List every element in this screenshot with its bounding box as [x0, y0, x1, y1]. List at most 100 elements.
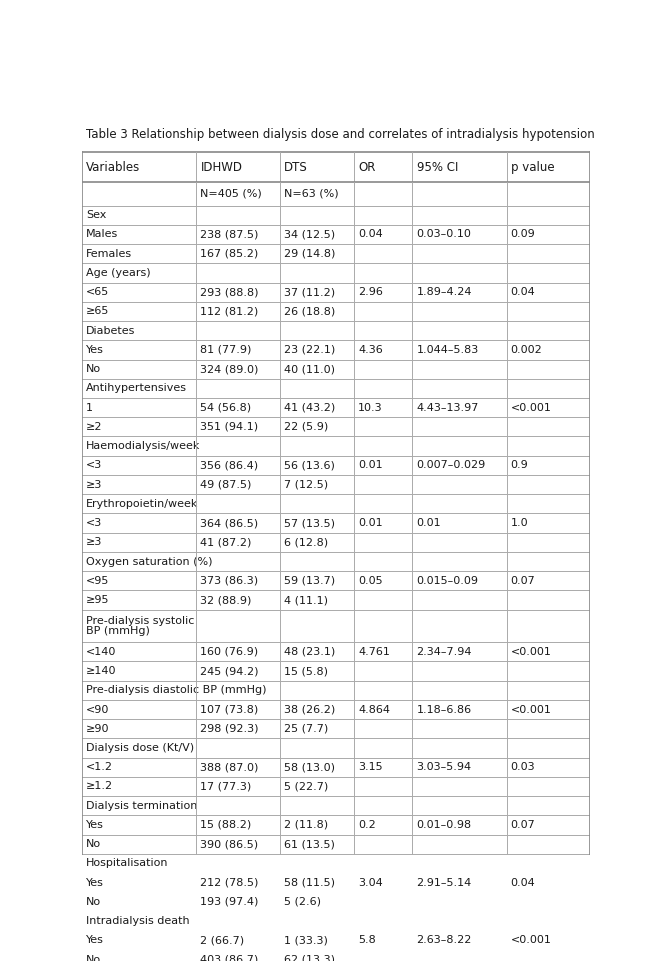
Text: Erythropoietin/week: Erythropoietin/week: [86, 499, 199, 508]
Text: Pre-dialysis systolic: Pre-dialysis systolic: [86, 616, 194, 626]
Text: No: No: [86, 954, 101, 961]
Bar: [82, 283, 590, 302]
Bar: [82, 475, 590, 494]
Text: 238 (87.5): 238 (87.5): [201, 230, 259, 239]
Bar: [82, 642, 590, 661]
Text: <1.2: <1.2: [86, 762, 113, 773]
Bar: [82, 719, 590, 738]
Text: DTS: DTS: [284, 160, 308, 174]
Text: <65: <65: [86, 287, 110, 297]
Text: Dialysis termination: Dialysis termination: [86, 801, 197, 811]
Text: ≥140: ≥140: [86, 666, 117, 676]
Text: 0.05: 0.05: [358, 576, 382, 586]
Text: 4.864: 4.864: [358, 704, 390, 715]
Text: Males: Males: [86, 230, 118, 239]
Text: 2.96: 2.96: [358, 287, 383, 297]
Text: Yes: Yes: [86, 345, 104, 355]
Text: <0.001: <0.001: [510, 704, 552, 715]
Text: 34 (12.5): 34 (12.5): [284, 230, 335, 239]
Text: 2.34–7.94: 2.34–7.94: [417, 647, 472, 656]
Text: 25 (7.7): 25 (7.7): [284, 724, 329, 734]
Text: 15 (5.8): 15 (5.8): [284, 666, 329, 676]
Bar: [82, 359, 590, 379]
Bar: [82, 700, 590, 719]
Bar: [82, 379, 590, 398]
Bar: [82, 321, 590, 340]
Text: 2 (66.7): 2 (66.7): [201, 935, 245, 946]
Text: Variables: Variables: [86, 160, 140, 174]
Text: Females: Females: [86, 249, 133, 259]
Text: 1.044–5.83: 1.044–5.83: [417, 345, 479, 355]
Text: No: No: [86, 364, 101, 374]
Text: Age (years): Age (years): [86, 268, 151, 278]
Bar: [82, 340, 590, 359]
Text: 1.18–6.86: 1.18–6.86: [417, 704, 472, 715]
Text: 356 (86.4): 356 (86.4): [201, 460, 258, 470]
Text: <90: <90: [86, 704, 110, 715]
Text: 0.01: 0.01: [358, 518, 382, 528]
Bar: [82, 119, 590, 152]
Text: N=405 (%): N=405 (%): [201, 188, 262, 199]
Text: 38 (26.2): 38 (26.2): [284, 704, 336, 715]
Text: <0.001: <0.001: [510, 403, 552, 412]
Text: 298 (92.3): 298 (92.3): [201, 724, 259, 734]
Text: 5.8: 5.8: [358, 935, 376, 946]
Text: 0.007–0.029: 0.007–0.029: [417, 460, 486, 470]
Text: ≥65: ≥65: [86, 307, 110, 316]
Text: 1: 1: [86, 403, 93, 412]
Text: 56 (13.6): 56 (13.6): [284, 460, 335, 470]
Text: 10.3: 10.3: [358, 403, 382, 412]
Text: 61 (13.5): 61 (13.5): [284, 839, 335, 850]
Text: 62 (13.3): 62 (13.3): [284, 954, 335, 961]
Text: Dialysis dose (Kt/V): Dialysis dose (Kt/V): [86, 743, 194, 753]
Bar: [82, 609, 590, 642]
Text: ≥3: ≥3: [86, 480, 102, 489]
Text: 160 (76.9): 160 (76.9): [201, 647, 258, 656]
Text: 1 (33.3): 1 (33.3): [284, 935, 328, 946]
Text: 293 (88.8): 293 (88.8): [201, 287, 259, 297]
Text: 373 (86.3): 373 (86.3): [201, 576, 258, 586]
Bar: [82, 436, 590, 456]
Text: 59 (13.7): 59 (13.7): [284, 576, 335, 586]
Bar: [82, 552, 590, 571]
Text: 23 (22.1): 23 (22.1): [284, 345, 336, 355]
Text: 58 (13.0): 58 (13.0): [284, 762, 335, 773]
Text: Yes: Yes: [86, 820, 104, 830]
Text: 48 (23.1): 48 (23.1): [284, 647, 336, 656]
Text: Pre-dialysis diastolic BP (mmHg): Pre-dialysis diastolic BP (mmHg): [86, 685, 266, 695]
Text: 324 (89.0): 324 (89.0): [201, 364, 259, 374]
Text: 167 (85.2): 167 (85.2): [201, 249, 258, 259]
Text: Antihypertensives: Antihypertensives: [86, 383, 187, 393]
Text: N=63 (%): N=63 (%): [284, 188, 339, 199]
Text: 0.01–0.98: 0.01–0.98: [417, 820, 472, 830]
Text: p value: p value: [510, 160, 554, 174]
Text: 0.9: 0.9: [510, 460, 528, 470]
Text: 0.09: 0.09: [510, 230, 535, 239]
Bar: [82, 398, 590, 417]
Bar: [82, 244, 590, 263]
Text: ≥2: ≥2: [86, 422, 102, 431]
Text: 15 (88.2): 15 (88.2): [201, 820, 252, 830]
Text: 4 (11.1): 4 (11.1): [284, 595, 329, 605]
Text: 0.03–0.10: 0.03–0.10: [417, 230, 472, 239]
Text: 390 (86.5): 390 (86.5): [201, 839, 258, 850]
Text: <3: <3: [86, 460, 102, 470]
Bar: [82, 873, 590, 893]
Text: 107 (73.8): 107 (73.8): [201, 704, 258, 715]
Text: 4.761: 4.761: [358, 647, 390, 656]
Bar: [82, 757, 590, 776]
Text: <0.001: <0.001: [510, 935, 552, 946]
Text: Yes: Yes: [86, 877, 104, 888]
Text: 388 (87.0): 388 (87.0): [201, 762, 259, 773]
Text: 95% CI: 95% CI: [417, 160, 458, 174]
Text: 0.04: 0.04: [358, 230, 383, 239]
Text: <95: <95: [86, 576, 110, 586]
Text: Table 3 Relationship between dialysis dose and correlates of intradialysis hypot: Table 3 Relationship between dialysis do…: [86, 128, 595, 140]
Text: 37 (11.2): 37 (11.2): [284, 287, 335, 297]
Text: OR: OR: [358, 160, 375, 174]
Text: 403 (86.7): 403 (86.7): [201, 954, 258, 961]
Bar: [82, 494, 590, 513]
Text: 0.04: 0.04: [510, 287, 535, 297]
Text: 0.07: 0.07: [510, 576, 535, 586]
Text: 58 (11.5): 58 (11.5): [284, 877, 335, 888]
